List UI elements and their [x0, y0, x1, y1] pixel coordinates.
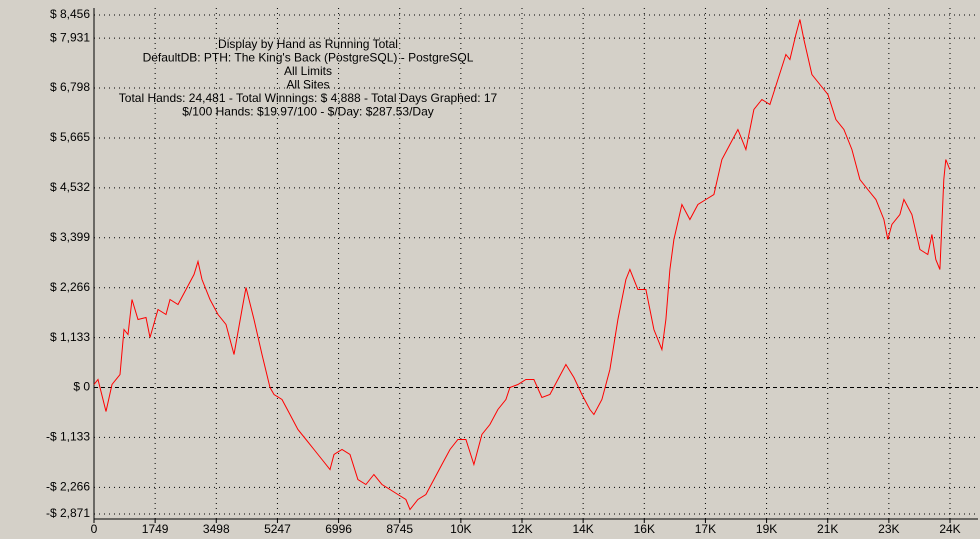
x-tick-label: 0 [91, 522, 98, 536]
x-tick-label: 21K [817, 522, 838, 536]
y-tick-label: $ 8,456 [50, 7, 90, 21]
annotation: $/100 Hands: $19.97/100 - $/Day: $287.53… [182, 105, 434, 119]
y-tick-label: $ 4,532 [50, 180, 90, 194]
x-tick-label: 10K [450, 522, 471, 536]
series-line [93, 19, 951, 511]
x-tick-label: 5247 [264, 522, 291, 536]
x-tick-label: 14K [572, 522, 593, 536]
x-tick-label: 1749 [142, 522, 169, 536]
x-tick-label: 17K [695, 522, 716, 536]
y-tick-label: -$ 2,871 [46, 506, 90, 520]
y-tick-label: $ 3,399 [50, 230, 90, 244]
x-tick-label: 16K [634, 522, 655, 536]
annotation: Display by Hand as Running Total [218, 37, 398, 51]
x-tick-label: 12K [511, 522, 532, 536]
annotation: All Limits [284, 64, 332, 78]
y-tick-label: $ 6,798 [50, 80, 90, 94]
x-tick-label: 24K [939, 522, 960, 536]
x-tick-label: 8745 [386, 522, 413, 536]
y-tick-label: $ 7,931 [50, 30, 90, 44]
y-tick-label: $ 2,266 [50, 280, 90, 294]
annotation: DefaultDB: PTH: The King's Back (Postgre… [143, 51, 474, 65]
annotation: Total Hands: 24,481 - Total Winnings: $ … [119, 91, 498, 105]
x-tick-label: 3498 [203, 522, 230, 536]
y-tick-label: $ 1,133 [50, 330, 90, 344]
y-tick-label: -$ 1,133 [46, 430, 90, 444]
x-tick-label: 19K [756, 522, 777, 536]
x-tick-label: 6996 [325, 522, 352, 536]
x-tick-label: 23K [878, 522, 899, 536]
annotation: All Sites [286, 78, 329, 92]
y-tick-label: $ 5,665 [50, 130, 90, 144]
y-tick-label: -$ 2,266 [46, 480, 90, 494]
y-tick-label: $ 0 [73, 380, 90, 394]
